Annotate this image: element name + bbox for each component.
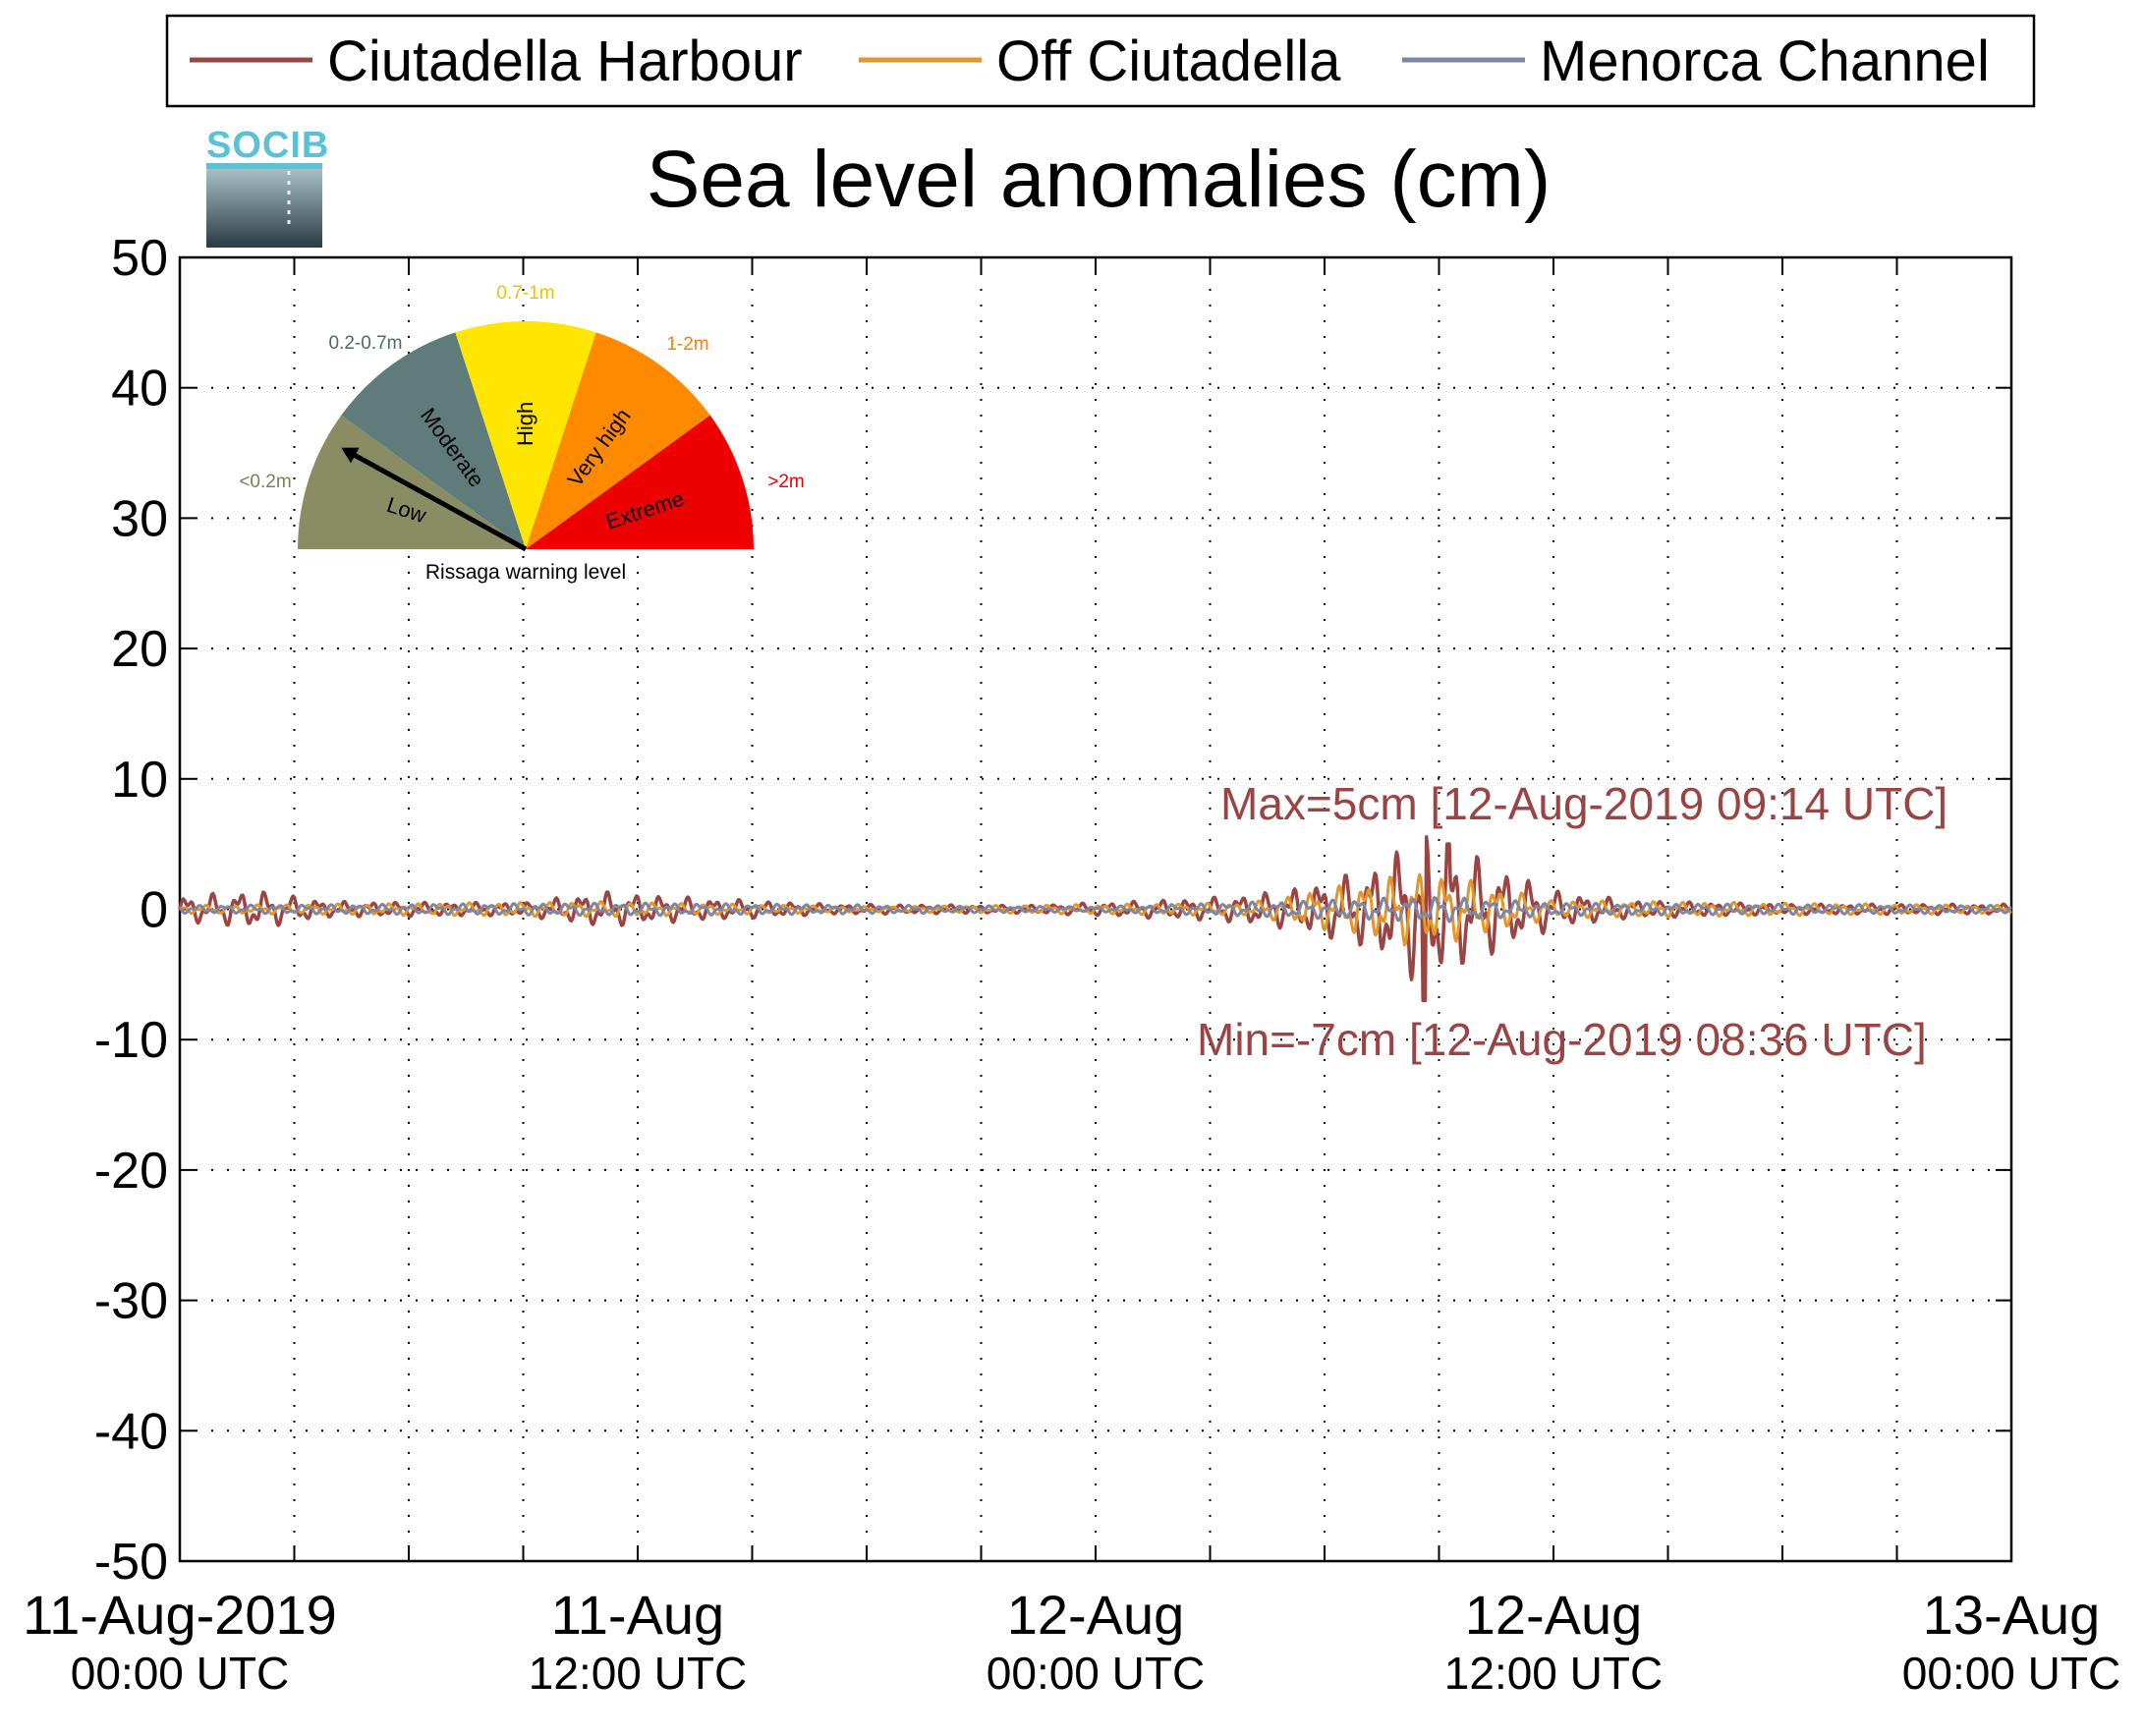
- x-tick-label-date: 12-Aug: [1465, 1584, 1643, 1646]
- y-tick-label: 40: [111, 361, 168, 418]
- logo-stripe: [206, 163, 322, 169]
- logo-text: SOCIB: [206, 125, 329, 166]
- gauge-range-label: <0.2m: [239, 472, 291, 492]
- x-tick-label-time: 12:00 UTC: [1444, 1648, 1663, 1699]
- legend-box: [165, 14, 2036, 108]
- gauge-needle: [348, 450, 528, 552]
- legend: Ciutadella Harbour Off Ciutadella Menorc…: [165, 14, 2036, 108]
- y-tick-label: -30: [94, 1273, 168, 1330]
- gauge-range-label: 0.7-1m: [496, 283, 554, 304]
- gauge-segment-very-high: [526, 332, 710, 549]
- y-tick-label: 0: [140, 882, 168, 939]
- gauge-needle-head: [341, 447, 360, 464]
- y-tick-label: 20: [111, 621, 168, 678]
- gauge-segment-high: [455, 321, 596, 549]
- series-line-menorca-channel: [179, 896, 2012, 924]
- series-line-ciutadella-harbour: [178, 835, 2012, 1003]
- x-tick-label-time: 00:00 UTC: [987, 1648, 1205, 1699]
- x-tick-label-time: 00:00 UTC: [71, 1648, 289, 1699]
- chart-title: Sea level anomalies (cm): [647, 135, 1552, 224]
- gauge-segment-label: High: [513, 402, 537, 446]
- x-tick-label-time: 00:00 UTC: [1902, 1648, 2120, 1699]
- x-tick-label-date: 11-Aug-2019: [23, 1584, 337, 1646]
- gauge-segment-extreme: [526, 415, 754, 549]
- gauge-range-label: 0.2-0.7m: [329, 333, 403, 354]
- y-tick-label: 50: [111, 230, 168, 287]
- legend-label-off-ciutadella: Off Ciutadella: [996, 29, 1341, 93]
- legend-label-menorca-channel: Menorca Channel: [1540, 29, 1990, 93]
- max-annotation: Max=5cm [12-Aug-2019 09:14 UTC]: [1220, 778, 1947, 829]
- y-tick-label: -50: [94, 1534, 168, 1591]
- y-tick-label: -40: [94, 1403, 168, 1460]
- y-tick-label: -10: [94, 1012, 168, 1069]
- x-tick-label-date: 11-Aug: [551, 1584, 724, 1646]
- gauge-caption: Rissaga warning level: [425, 561, 626, 584]
- y-tick-label: -20: [94, 1143, 168, 1200]
- x-tick-label-time: 12:00 UTC: [529, 1648, 747, 1699]
- y-tick-label: 10: [111, 752, 168, 809]
- series-layer: [178, 835, 2012, 1003]
- gauge-segment-moderate: [341, 332, 526, 549]
- gauge-range-label: 1-2m: [666, 334, 708, 355]
- logo-block: [206, 169, 322, 248]
- legend-label-ciutadella-harbour: Ciutadella Harbour: [327, 29, 803, 93]
- gauge-range-label: >2m: [767, 472, 805, 492]
- y-tick-label: 30: [111, 490, 168, 547]
- y-axis: 50 40 30 20 10 0 -10 -20 -30 -40 -50: [94, 230, 168, 1591]
- x-tick-label-date: 13-Aug: [1923, 1584, 2101, 1646]
- min-annotation: Min=-7cm [12-Aug-2019 08:36 UTC]: [1197, 1014, 1927, 1065]
- socib-logo: SOCIB: [206, 125, 329, 248]
- x-tick-label-date: 12-Aug: [1007, 1584, 1185, 1646]
